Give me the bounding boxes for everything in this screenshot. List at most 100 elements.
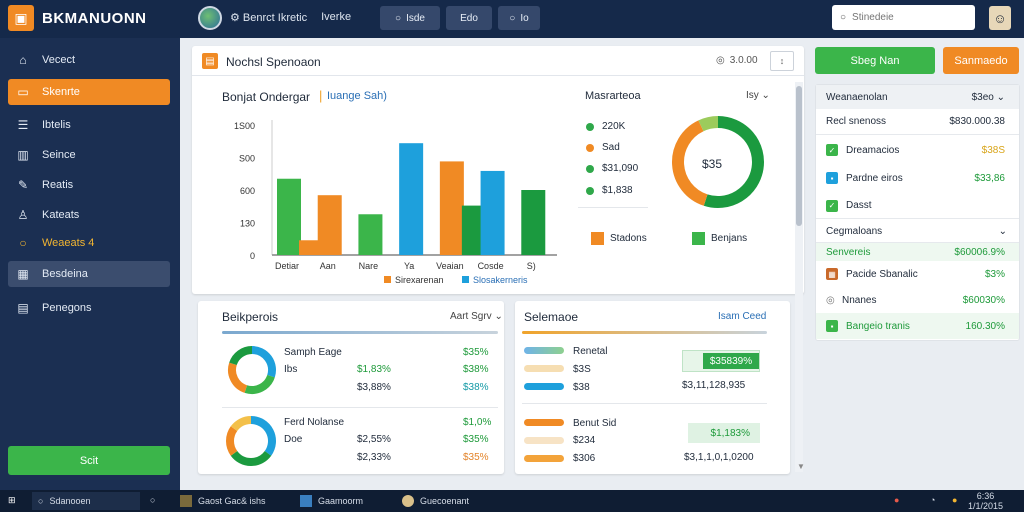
sidebar-item-reatis[interactable]: ✎ Reatis: [17, 178, 74, 192]
top-button-search[interactable]: ○ Isde: [380, 6, 440, 30]
donut-segment: [230, 450, 272, 466]
taskbar-app-2[interactable]: Gaamoorm: [300, 495, 363, 507]
green-square-icon: ▪: [826, 320, 838, 332]
search-input[interactable]: [852, 12, 963, 23]
bottom-right-row-divider: [522, 403, 767, 404]
sidebar: ⌂ Vecect ▭ Skenrte ☰ Ibtelis ▥ Seince ✎ Reati…: [0, 38, 180, 490]
bottom-right-title: Selemaoe: [524, 310, 579, 324]
avatar[interactable]: ☺: [989, 6, 1011, 30]
group2-col2-a: $1,0%: [463, 417, 492, 428]
donut-segment: [703, 116, 764, 208]
top-button-chat[interactable]: ○ Io: [498, 6, 540, 30]
taskbar-search[interactable]: ○ Sdanooen: [32, 492, 140, 510]
donut-legend-1: 220K: [586, 121, 625, 132]
donut-center-value: $35: [702, 157, 723, 171]
green-action-button[interactable]: Sbeg Nan: [815, 47, 935, 74]
donut-divider: [578, 207, 648, 208]
app-title: BKMANUONN: [42, 9, 147, 27]
right-row[interactable]: ▪ Bangeio tranis 160.30%: [816, 313, 1019, 339]
globe-icon[interactable]: [198, 6, 222, 30]
right-row[interactable]: Recl snenoss $830.000.38: [816, 109, 1019, 135]
chart-subtitle: Iuange Sah): [327, 90, 387, 102]
highlight-sub-2: $3,1,1,0,1,0200: [684, 452, 754, 463]
chart-title: Bonjat Ondergar: [222, 90, 311, 104]
group2-col1-a: $2,55%: [357, 434, 391, 445]
bottom-right-link[interactable]: Isam Ceed: [718, 311, 767, 322]
doc-icon: ▤: [17, 301, 29, 315]
task-view-icon[interactable]: ○: [150, 495, 156, 505]
right-row[interactable]: ◎ Nnanes $60030%: [826, 294, 1005, 306]
donut-legend-stadons: Stadons: [591, 232, 647, 245]
right-row[interactable]: ▦ Pacide Sbanalic $3%: [816, 261, 1019, 287]
windows-start-icon[interactable]: ⊞: [8, 495, 16, 505]
network-icon[interactable]: ◔: [930, 495, 936, 505]
x-tick-label: Veaian: [436, 261, 464, 271]
donut-segment: [226, 426, 238, 456]
donut-segment: [244, 374, 275, 394]
progress-pill: [524, 437, 564, 444]
progress-pill: [524, 419, 564, 426]
row-label: Benut Sid: [573, 418, 617, 429]
group2-col1-b: $2,33%: [357, 452, 391, 463]
legend-dot: [586, 164, 594, 173]
sidebar-item-vecect[interactable]: ⌂ Vecect: [8, 47, 170, 73]
taskbar-app-1[interactable]: Gaost Gac& ishs: [180, 495, 266, 507]
scroll-down-icon[interactable]: ▼: [797, 462, 805, 471]
orange-action-button[interactable]: Sanmaedo: [943, 47, 1019, 74]
main-card-header: ▤ Nochsl Spenoaon ◎ 3.0.00: [192, 46, 804, 76]
start-button[interactable]: Scit: [8, 446, 170, 475]
green-square-icon: ✓: [826, 144, 838, 156]
sidebar-item-seince[interactable]: ▥ Seince: [17, 148, 76, 162]
top-link-2[interactable]: Iverke: [321, 11, 352, 23]
row-label: $3S: [573, 364, 591, 375]
sidebar-item-besdeina[interactable]: ▦ Besdeina: [8, 261, 170, 287]
report-icon: ▤: [202, 53, 218, 69]
top-link-1[interactable]: ⚙ Benrct Ikretic: [230, 12, 308, 24]
right-row-expander[interactable]: Cegmaloans ⌄: [816, 221, 1019, 243]
right-row[interactable]: ✓ Dreamacios $38S: [816, 137, 1019, 163]
group1-label: Samph Eage: [284, 347, 342, 358]
group1-col1-a: $1,83%: [357, 364, 391, 375]
search-icon: ○: [38, 496, 44, 506]
circle-icon: ○: [19, 236, 27, 250]
row-label: Renetal: [573, 346, 608, 357]
taskbar-app-3[interactable]: Guecoenant: [402, 495, 469, 507]
group2-col2-c: $35%: [463, 452, 489, 463]
scrollbar-thumb[interactable]: [796, 86, 802, 226]
scrollbar-track[interactable]: [795, 82, 803, 472]
highlight-box-1: $35839%: [682, 350, 760, 372]
right-row[interactable]: ▪ Pardne eiros $33,86: [816, 165, 1019, 191]
donut-menu[interactable]: Isy ⌄: [746, 90, 770, 101]
right-row[interactable]: ✓ Dasst: [816, 193, 1019, 219]
main-meta: ◎ 3.0.00: [716, 55, 758, 66]
progress-pill: [524, 365, 564, 372]
sidebar-item-ibtelis[interactable]: ☰ Ibtelis: [17, 118, 71, 132]
header-toggle-button[interactable]: ↕: [770, 51, 794, 71]
row-label: $234: [573, 435, 596, 446]
brand[interactable]: ▣ BKMANUONN: [8, 5, 147, 31]
x-tick-label: Cosde: [478, 261, 504, 271]
right-row[interactable]: Senvereis $60006.9%: [816, 243, 1019, 261]
group1-col1-b: $3,88%: [357, 382, 391, 393]
notification-icon[interactable]: ●: [894, 495, 900, 505]
volume-icon[interactable]: ●: [952, 495, 958, 505]
highlight-value-2: $1,183%: [688, 423, 760, 443]
sidebar-item-skenrte[interactable]: ▭ Skenrte: [8, 79, 170, 105]
y-tick-label: S00: [239, 154, 255, 164]
sidebar-item-penegons[interactable]: ▤ Penegons: [17, 301, 92, 315]
progress-pill: [524, 347, 564, 354]
y-tick-label: 130: [240, 219, 255, 229]
group1-col2-a: $35%: [463, 347, 489, 358]
group1-col2-c: $38%: [463, 382, 489, 393]
chart-icon: ▥: [17, 148, 29, 162]
bottom-left-link[interactable]: Aart Sgrv ⌄: [450, 311, 503, 322]
taskbar-clock[interactable]: 6:36 1/1/2015: [968, 491, 1004, 511]
right-panel-header[interactable]: Weanaenolan $3eo ⌄: [816, 85, 1019, 109]
search-field[interactable]: ○: [832, 5, 975, 30]
bar: [521, 190, 546, 255]
group2-label: Ferd Nolanse: [284, 417, 345, 428]
sidebar-item-weaeats[interactable]: ○ Weaeats 4: [8, 230, 170, 256]
sidebar-item-kateats[interactable]: ♙ Kateats: [17, 208, 80, 222]
top-button-grid[interactable]: Edo: [446, 6, 492, 30]
main-title: Nochsl Spenoaon: [226, 55, 321, 69]
